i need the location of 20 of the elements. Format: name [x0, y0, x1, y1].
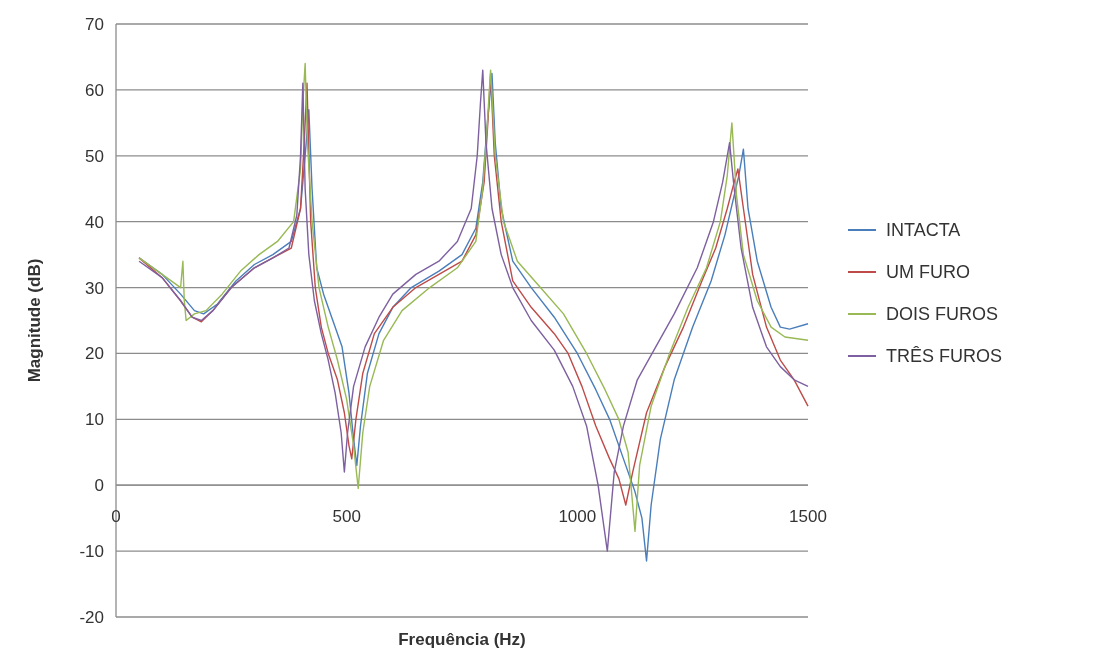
- legend-label: INTACTA: [886, 220, 961, 241]
- y-tick-label: 20: [85, 344, 104, 364]
- y-tick-label: 50: [85, 146, 104, 166]
- x-tick-label: 1000: [558, 507, 597, 527]
- y-axis-title: Magnitude (dB): [25, 258, 44, 383]
- x-axis-title: Frequência (Hz): [398, 630, 526, 649]
- x-tick-label: 0: [111, 507, 121, 527]
- y-tick-label: -10: [79, 542, 104, 562]
- y-tick-label: 40: [85, 212, 104, 232]
- y-tick-label: 10: [85, 410, 104, 430]
- y-tick-label: -20: [79, 607, 104, 627]
- y-tick-label: 0: [94, 476, 104, 496]
- x-tick-label: 500: [332, 507, 361, 527]
- legend-label: UM FURO: [886, 262, 970, 283]
- x-tick-label: 1500: [789, 507, 827, 527]
- y-tick-label: 70: [85, 14, 104, 34]
- y-tick-label: 30: [85, 278, 104, 298]
- legend-label: TRÊS FUROS: [886, 346, 1003, 367]
- y-tick-label: 60: [85, 80, 104, 100]
- legend-label: DOIS FUROS: [886, 304, 999, 325]
